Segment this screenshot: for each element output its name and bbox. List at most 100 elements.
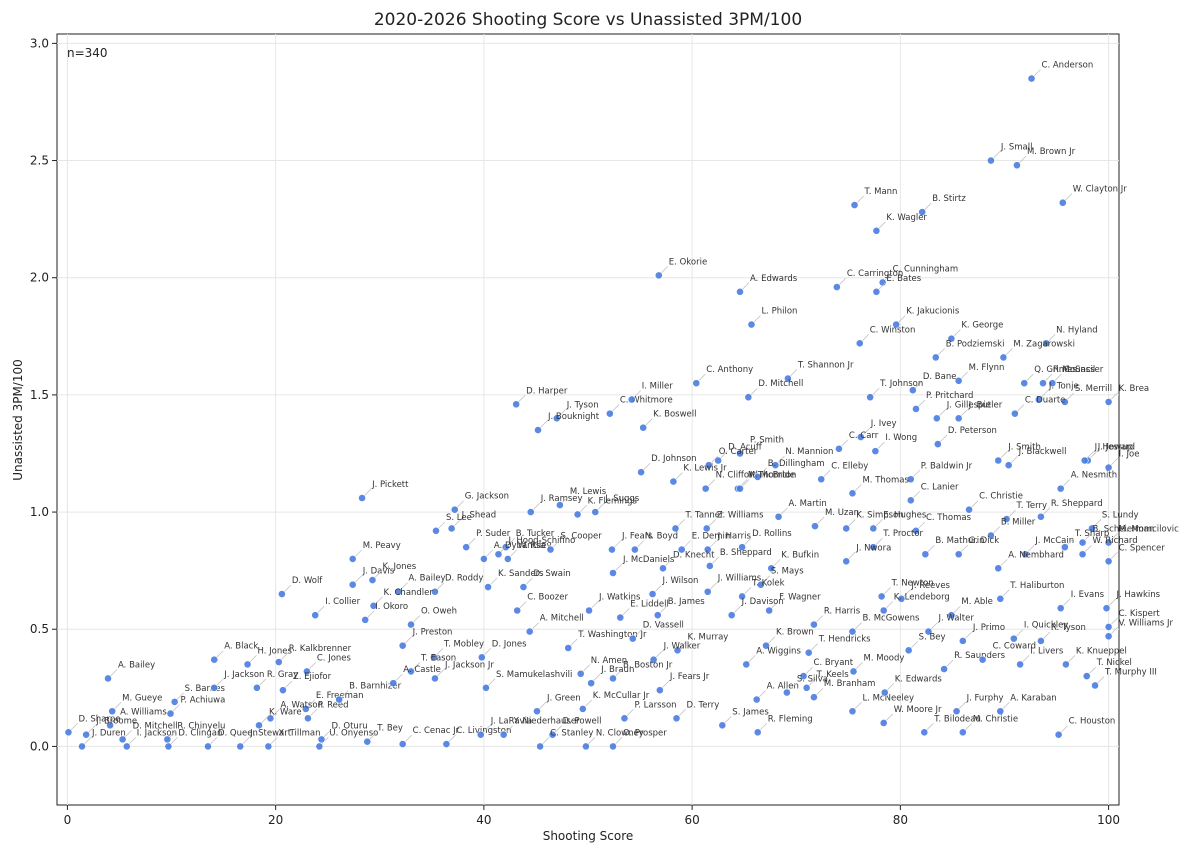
point [906, 475, 915, 484]
point-label: U. Onyenso [329, 728, 378, 738]
point-label: S. Silva [797, 675, 828, 685]
point-label: C. Cenac Jr [413, 726, 460, 736]
point-label: J. Jessup [1097, 443, 1133, 453]
point-label: C. Anthony [706, 365, 753, 375]
point-label: I. Livers [1030, 646, 1064, 656]
y-tick-label: 0.0 [30, 739, 49, 753]
point-label: M. Zagarowski [1013, 339, 1075, 349]
point-label: K. Lewis Jr [683, 464, 727, 474]
point [442, 740, 451, 748]
point [204, 742, 212, 751]
point [1060, 398, 1069, 406]
point-label: A. Black [224, 642, 258, 652]
point [774, 512, 783, 521]
point-label: K. Flemings [588, 496, 638, 506]
point [714, 456, 723, 465]
point-label: J. Broome [95, 717, 137, 727]
point [958, 637, 967, 645]
point [389, 679, 398, 688]
point [1080, 456, 1089, 465]
x-tick-label: 60 [684, 813, 699, 827]
point-label: P. Pritchard [926, 391, 973, 401]
point [274, 658, 283, 666]
point [170, 697, 179, 706]
point-label: M. Brown Jr [1027, 147, 1076, 157]
point [767, 564, 776, 573]
point-label: D. Terry [687, 700, 720, 710]
point [677, 545, 686, 554]
point-label: K. Sanders [498, 569, 544, 579]
point [1078, 538, 1087, 547]
point-label: M. Branham [824, 679, 876, 689]
point [850, 201, 859, 209]
point [738, 543, 746, 552]
point [782, 688, 791, 697]
point [906, 496, 915, 505]
point-label: Z. Williams [717, 510, 764, 520]
point-label: K. Edwards [895, 675, 943, 685]
point [703, 587, 712, 596]
point [348, 580, 357, 589]
point [513, 606, 522, 615]
point [503, 555, 512, 563]
point-label: D. Oturu [331, 721, 367, 731]
point [430, 653, 438, 662]
point-label: A. Edwards [750, 274, 798, 284]
point-label: I. Quickley [1024, 621, 1069, 631]
point-label: I. Thornton [750, 471, 796, 481]
point-label: J. Butler [968, 400, 1003, 410]
point-label: R. Fleming [768, 714, 813, 724]
point [1102, 604, 1111, 613]
point-label: Y. Niederhauser [513, 717, 580, 727]
point [620, 714, 629, 723]
point-label: A. Bailey [409, 574, 446, 584]
point [810, 693, 818, 702]
point [920, 728, 929, 737]
point [842, 524, 851, 533]
point [762, 641, 770, 650]
point [304, 714, 312, 723]
point [987, 156, 995, 165]
y-tick-label: 1.5 [30, 388, 49, 402]
point [879, 719, 888, 727]
point [1104, 463, 1113, 472]
point [912, 526, 920, 535]
point [534, 426, 542, 434]
point-label: D. Wolf [292, 576, 323, 586]
point-label: S. Barnes [185, 684, 226, 694]
point-label: I. Okoro [375, 602, 408, 612]
point-label: R. Sheppard [1051, 499, 1103, 509]
point [1060, 543, 1069, 552]
point [630, 545, 639, 554]
point-label: M. Uzan [825, 508, 859, 518]
point [1078, 550, 1087, 559]
point-label: K. Brown [776, 628, 814, 638]
point [653, 611, 662, 620]
point-label: S. Lundy [1102, 510, 1139, 520]
point-label: R. Gray [267, 670, 298, 680]
point [804, 648, 813, 657]
point-label: C. Lanier [921, 482, 959, 492]
point [311, 611, 320, 620]
point [1104, 538, 1113, 547]
point [536, 742, 545, 751]
point [1016, 660, 1024, 669]
point-label: K. Brea [1119, 384, 1150, 394]
point [394, 587, 403, 596]
point [736, 449, 744, 458]
point-label: O. Prosper [623, 728, 667, 738]
point [932, 414, 941, 423]
point [64, 728, 73, 737]
point [912, 405, 920, 413]
point [315, 742, 324, 751]
point [279, 686, 287, 695]
point [940, 665, 948, 673]
point [736, 287, 744, 296]
point [1037, 512, 1045, 521]
point [587, 679, 596, 688]
point [1004, 461, 1013, 470]
point-label: J. Tonje [1048, 382, 1079, 392]
point [702, 524, 711, 533]
point [954, 550, 963, 559]
point [648, 590, 657, 598]
